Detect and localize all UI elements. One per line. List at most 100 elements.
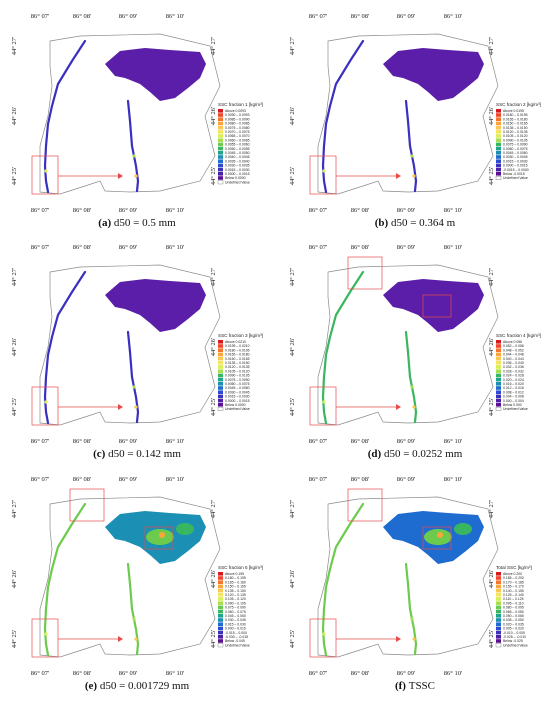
legend-label: Undefined Value <box>503 176 528 180</box>
legend-swatch <box>496 622 501 626</box>
legend-label: Above 0.200 <box>503 572 522 576</box>
legend-label: -0.015 – 0.000 <box>225 631 247 635</box>
map-panel-f: 86° 07' 86° 07' 86° 08' 86° 08' 86° 09' 86° 0… <box>280 465 550 695</box>
legend-label: 0.120 – 0.135 <box>225 593 246 597</box>
legend-label: 0.0105 – 0.0120 <box>225 369 250 373</box>
map-svg: 86° 07' 86° 07' 86° 08' 86° 08' 86° 09' 86° 0… <box>289 476 532 677</box>
legend-label: Above 0.056 <box>503 340 522 344</box>
legend-label: 0.0045 – 0.0060 <box>225 386 250 390</box>
lon-tick-label: 86° 10' <box>444 13 462 20</box>
legend-swatch <box>218 344 223 348</box>
lon-tick-label: 86° 10' <box>166 670 184 677</box>
lon-tick-label: 86° 07' <box>31 670 49 677</box>
lon-tick-label: 86° 09' <box>397 670 415 677</box>
legend-swatch <box>496 584 501 589</box>
legend-title: SSC fraction 1 [kg/m³] <box>218 102 263 107</box>
legend-label: 0.090 – 0.105 <box>225 601 246 605</box>
legend-label: 0.0195 – 0.0210 <box>225 344 250 348</box>
legend-label: 0.0015 – 0.0030 <box>503 159 528 163</box>
legend-swatch <box>496 167 501 172</box>
lon-tick-label: 86° 09' <box>119 438 137 445</box>
legend-label: 0.0085 – 0.0090 <box>225 117 250 121</box>
zoom-arrow-head <box>396 173 401 179</box>
legend-label: 0.0120 – 0.0135 <box>503 130 528 134</box>
legend-label: 0.000 – 0.004 <box>503 399 524 403</box>
legend-swatch <box>218 113 223 117</box>
legend-label: 0.0075 – 0.0090 <box>225 378 250 382</box>
legend-label: 0.024 – 0.028 <box>503 374 524 378</box>
map-svg: 86° 07' 86° 07' 86° 08' 86° 08' 86° 09' 86° 0… <box>11 244 263 445</box>
legend-swatch <box>218 398 223 403</box>
legend-swatch <box>218 403 223 407</box>
panel-caption: (e) d50 = 0.001729 mm <box>2 680 272 692</box>
legend-swatch <box>496 121 501 126</box>
legend-label: Above 0.0210 <box>225 340 246 344</box>
legend-label: 0.0090 – 0.0093 <box>225 113 250 117</box>
river-segment <box>44 400 48 404</box>
lon-tick-label: 86° 09' <box>119 670 137 677</box>
legend-label: 0.052 – 0.056 <box>503 344 524 348</box>
map-content: 86° 07' 86° 07' 86° 08' 86° 08' 86° 09' 86° 0… <box>11 244 263 445</box>
lake-body <box>105 279 206 332</box>
legend-label: Below 0.0000 <box>225 403 246 407</box>
legend-swatch <box>496 377 501 382</box>
legend-swatch <box>496 146 501 151</box>
legend-label: 0.0070 – 0.0075 <box>225 130 250 134</box>
legend-swatch <box>496 398 501 403</box>
legend-label: 0.185 – 0.200 <box>503 576 524 580</box>
legend-label: 0.035 – 0.050 <box>503 618 524 622</box>
lon-tick-label: 86° 09' <box>119 13 137 20</box>
panel-label: (e) <box>84 680 100 692</box>
legend-swatch <box>218 155 223 159</box>
legend-label: 0.005 – 0.020 <box>503 627 524 631</box>
zoom-arrow-head <box>118 173 123 179</box>
legend-swatch <box>218 163 223 168</box>
legend-label: Undefined Value <box>503 407 528 411</box>
legend-label: 0.0040 – 0.0045 <box>225 155 250 159</box>
legend-swatch <box>496 382 501 386</box>
legend-swatch <box>496 626 501 631</box>
river-segment <box>412 637 416 641</box>
legend-swatch <box>495 407 502 411</box>
panel-caption-text: d50 = 0.364 m <box>390 217 456 229</box>
river-segment <box>410 385 414 389</box>
legend-swatch <box>218 134 223 138</box>
legend-label: Above 0.195 <box>225 572 244 576</box>
panel-caption-text: d50 = 0.001729 mm <box>99 680 190 692</box>
lon-tick-label: 86° 10' <box>166 438 184 445</box>
lat-tick-label: 44° 27' <box>488 268 495 286</box>
lon-tick-label: 86° 10' <box>444 438 462 445</box>
legend-swatch <box>496 572 501 576</box>
legend-label: 0.0030 – 0.0035 <box>225 164 250 168</box>
river-segment <box>412 405 416 409</box>
legend-label: 0.0180 – 0.0195 <box>503 113 528 117</box>
lat-tick-label: 44° 27' <box>289 500 296 518</box>
legend-swatch <box>496 369 501 373</box>
legend-swatch <box>496 134 501 138</box>
legend-swatch <box>496 344 501 348</box>
legend-swatch <box>218 601 223 605</box>
lat-tick-label: 44° 25' <box>488 398 495 416</box>
legend-label: Undefined Value <box>225 643 250 647</box>
legend-swatch <box>218 125 223 130</box>
legend-label: Undefined Value <box>225 180 250 184</box>
legend-swatch <box>496 576 501 580</box>
lon-tick-label: 86° 09' <box>397 438 415 445</box>
river-segment <box>412 174 416 178</box>
river-main <box>321 39 365 194</box>
legend-title: Total SSC [kg/m³] <box>496 565 532 570</box>
lat-tick-label: 44° 27' <box>289 268 296 286</box>
legend-label: -0.030 – -0.015 <box>225 635 248 639</box>
lon-tick-label: 86° 09' <box>397 207 415 214</box>
legend-swatch <box>496 340 501 344</box>
lat-tick-label: 44° 25' <box>11 630 18 648</box>
legend-label: Below 0.000 <box>503 403 522 407</box>
lon-tick-label: 86° 08' <box>73 670 91 677</box>
lat-tick-label: 44° 26' <box>210 107 217 125</box>
legend-label: 0.0150 – 0.0165 <box>225 357 250 361</box>
map-svg: 86° 07' 86° 07' 86° 08' 86° 08' 86° 09' 86° 0… <box>289 244 541 445</box>
legend-swatch <box>496 365 501 369</box>
legend-label: 0.0165 – 0.0180 <box>225 353 250 357</box>
legend-label: Undefined Value <box>225 407 250 411</box>
legend-swatch <box>496 151 501 155</box>
